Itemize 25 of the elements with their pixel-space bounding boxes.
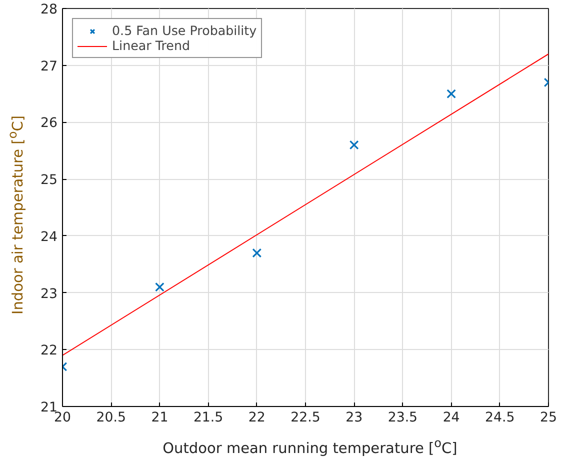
x-tick-label: 22.5 xyxy=(290,410,320,426)
x-tick-label: 23.5 xyxy=(388,410,418,426)
x-tick-label: 23 xyxy=(346,410,363,426)
x-axis-title: Outdoor mean running temperature [$^{o}$C] xyxy=(162,435,458,459)
x-tick-label: 21.5 xyxy=(193,410,224,426)
point xyxy=(252,248,262,258)
legend-label: Linear Trend xyxy=(112,38,190,53)
x-tick-label: 24.5 xyxy=(485,410,515,426)
x-tick-label: 20.5 xyxy=(96,410,126,426)
point xyxy=(155,282,164,292)
x-tick-label: 22 xyxy=(248,410,266,426)
x-tick-label: 24 xyxy=(442,410,460,426)
y-tick-label: 28 xyxy=(40,2,58,18)
point xyxy=(446,89,456,98)
y-tick-label: 23 xyxy=(40,286,58,302)
x-tick-label: 25 xyxy=(540,410,557,426)
y-tick-label: 27 xyxy=(40,59,58,74)
y-tick-label: 25 xyxy=(40,173,58,188)
legend-label: 0.5 Fan Use Probability xyxy=(112,23,257,38)
y-tick-label: 26 xyxy=(40,116,58,132)
x-tick-label: 20 xyxy=(54,410,71,426)
y-tick-label: 24 xyxy=(40,230,58,245)
y-tick-label: 22 xyxy=(40,344,58,359)
x-tick-label: 21 xyxy=(151,410,168,426)
point xyxy=(349,140,359,150)
